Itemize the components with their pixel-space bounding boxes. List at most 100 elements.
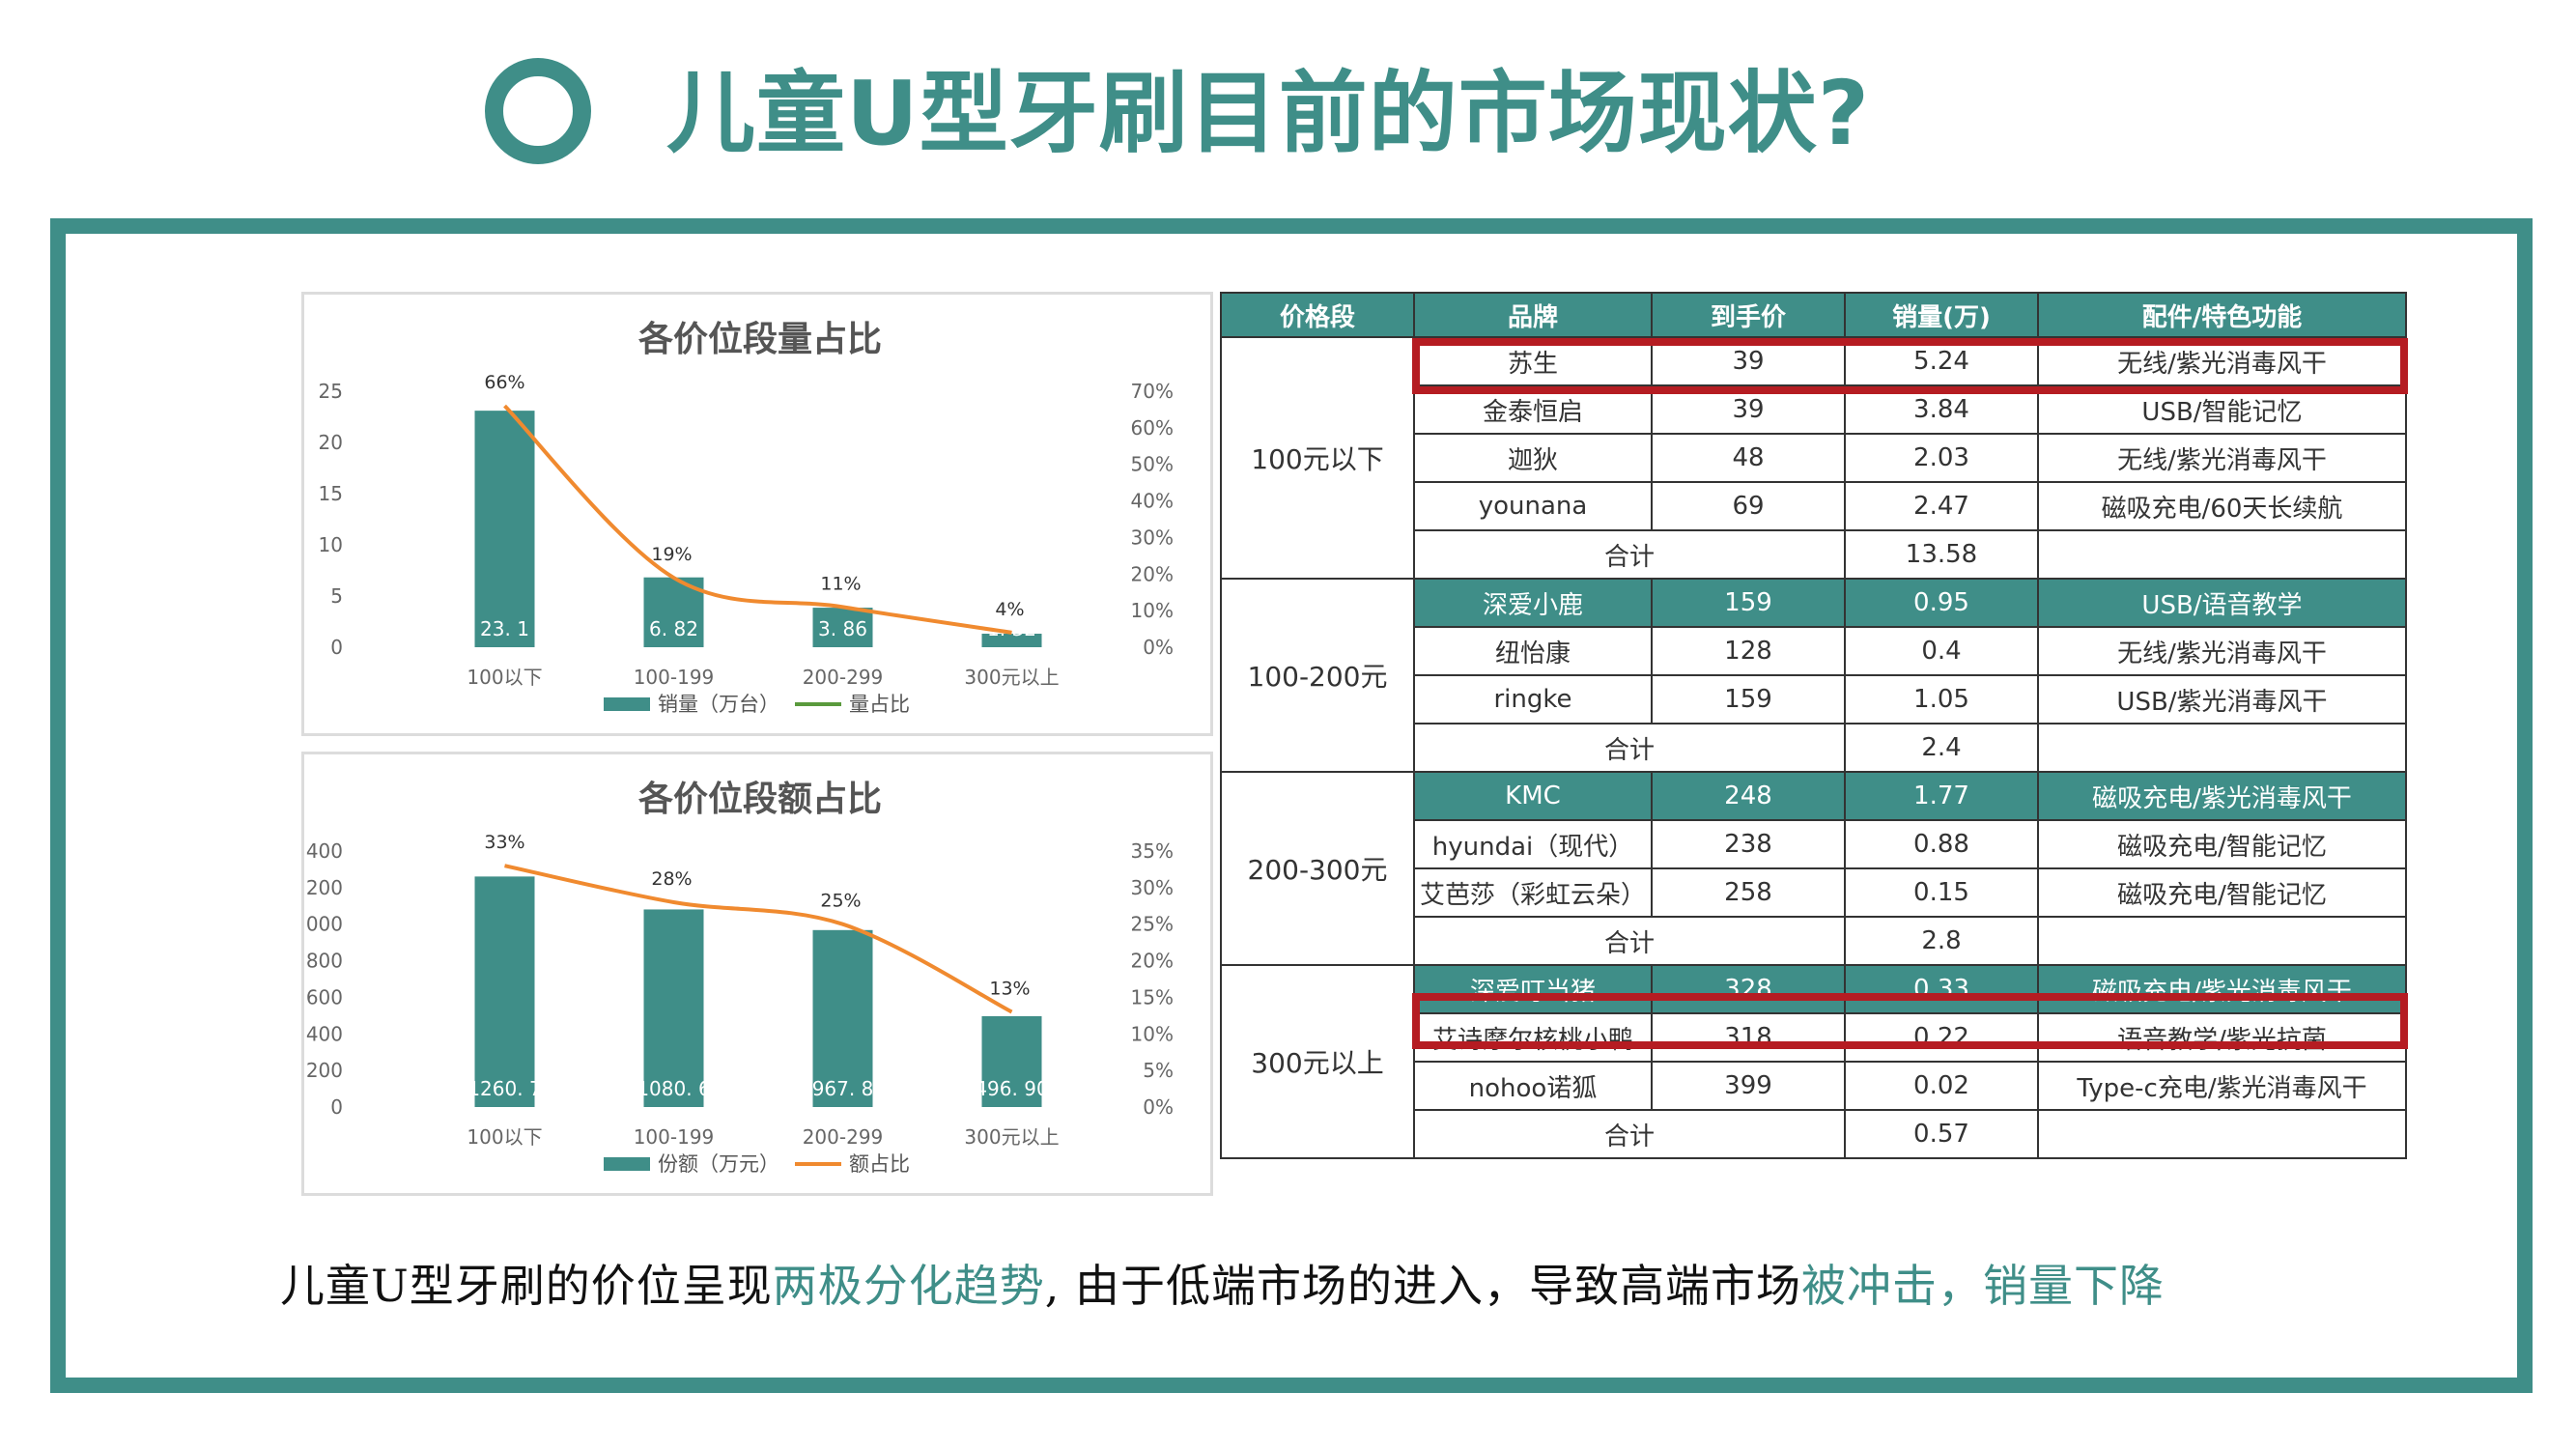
- price-cell: 328: [1651, 964, 1846, 1014]
- price-cell: 318: [1651, 1012, 1846, 1063]
- x-tick-label: 200-299: [803, 666, 884, 689]
- y2-tick-label: 25%: [1131, 913, 1174, 936]
- table-row: 迦狄 48 2.03 无线/紫光消毒风干: [1221, 433, 2407, 483]
- y-tick-label: 5: [330, 584, 343, 608]
- x-tick-label: 100-199: [634, 666, 715, 689]
- total-value-cell: 0.57: [1844, 1109, 2039, 1159]
- chart-title: 各价位段量占比: [638, 320, 882, 359]
- total-value-cell: 13.58: [1844, 529, 2039, 580]
- table-row: 艾芭莎（彩虹云朵） 258 0.15 磁吸充电/智能记忆: [1221, 867, 2407, 918]
- features-cell: USB/语音教学: [2037, 578, 2407, 628]
- brand-cell: ringke: [1413, 674, 1653, 724]
- price-cell: 159: [1651, 674, 1846, 724]
- total-empty-cell: [2037, 723, 2407, 773]
- price-cell: 128: [1651, 626, 1846, 676]
- legend-line-label: 额占比: [849, 1152, 910, 1176]
- bar: [812, 929, 873, 1107]
- bar-value-label: 496. 90: [975, 1077, 1048, 1100]
- table-row: 300元以上 深爱叮当猪 328 0.33 磁吸充电/紫光消毒风干: [1220, 964, 2407, 1159]
- y-tick-label: 25: [319, 380, 343, 403]
- brand-cell: KMC: [1413, 771, 1653, 821]
- y2-tick-label: 15%: [1131, 985, 1174, 1009]
- table-header-cell: 品牌: [1413, 292, 1653, 338]
- total-empty-cell: [2037, 916, 2407, 966]
- features-cell: 语音教学/紫光抗菌: [2037, 1012, 2407, 1063]
- y2-tick-label: 10%: [1131, 1022, 1174, 1045]
- price-segment-cell: 100-200元: [1220, 578, 1415, 773]
- y2-tick-label: 40%: [1131, 490, 1174, 513]
- highlight-box-bottom: [1412, 993, 2408, 1049]
- volume-share-chart: 各价位段量占比 0 5 10 15 20 25 0% 10% 20% 30% 40% 50% 60% 70%…: [301, 292, 1213, 736]
- sales-cell: 1.77: [1844, 771, 2039, 821]
- sales-cell: 0.22: [1844, 1012, 2039, 1063]
- price-cell: 258: [1651, 867, 1846, 918]
- y-tick-label: 15: [319, 482, 343, 505]
- features-cell: 无线/紫光消毒风干: [2037, 626, 2407, 676]
- price-cell: 248: [1651, 771, 1846, 821]
- y-tick-label: 400: [306, 1022, 343, 1045]
- table-row: nohoo诺狐 399 0.02 Type-c充电/紫光消毒风干: [1221, 1061, 2407, 1111]
- highlight-box-top: [1412, 338, 2408, 394]
- y2-tick-label: 0%: [1143, 636, 1174, 659]
- price-segment-cell: 300元以上: [1220, 964, 1415, 1159]
- table-header-cell: 价格段: [1220, 292, 1415, 338]
- bar-value-label: 3. 86: [818, 617, 867, 640]
- y-tick-label: 0: [330, 636, 343, 659]
- brand-cell: 艾芭莎（彩虹云朵）: [1413, 867, 1653, 918]
- table-header-row: 价格段 品牌 到手价 销量(万) 配件/特色功能: [1220, 292, 2407, 338]
- total-label-cell: 合计: [1413, 1109, 1846, 1159]
- sales-cell: 0.95: [1844, 578, 2039, 628]
- conclusion-highlight-1: 两极分化趋势: [772, 1260, 1045, 1312]
- features-cell: 磁吸充电/智能记忆: [2037, 819, 2407, 869]
- y-tick-label: 200: [306, 1059, 343, 1082]
- brand-cell: 艾诗摩尔核桃小鸭: [1413, 1012, 1653, 1063]
- bar-value-label: 1080. 6: [637, 1077, 710, 1100]
- x-tick-label: 300元以上: [964, 1125, 1059, 1149]
- features-cell: 磁吸充电/紫光消毒风干: [2037, 964, 2407, 1014]
- table-total-row: 合计 0.57: [1221, 1109, 2407, 1159]
- y2-tick-label: 70%: [1131, 380, 1174, 403]
- line-value-label: 11%: [820, 573, 861, 594]
- bar: [981, 634, 1042, 647]
- title-ring-icon: [485, 58, 591, 164]
- volume-share-chart-svg: 各价位段量占比 0 5 10 15 20 25 0% 10% 20% 30% 40% 50% 60% 70%…: [319, 320, 1174, 716]
- price-cell: 48: [1651, 433, 1846, 483]
- price-cell: 399: [1651, 1061, 1846, 1111]
- y2-tick-label: 60%: [1131, 416, 1174, 440]
- conclusion-part2: , 由于低端市场的进入，导致高端市场: [1044, 1260, 1802, 1312]
- line-value-label: 33%: [484, 832, 524, 853]
- total-label-cell: 合计: [1413, 723, 1846, 773]
- brand-cell: 迦狄: [1413, 433, 1653, 483]
- sales-cell: 0.88: [1844, 819, 2039, 869]
- bar-value-label: 6. 82: [649, 617, 698, 640]
- line-value-label: 19%: [651, 544, 692, 565]
- sales-cell: 0.4: [1844, 626, 2039, 676]
- bar: [812, 608, 873, 647]
- bar-value-label: 967. 8: [812, 1077, 874, 1100]
- bar-value-label: 23. 1: [480, 617, 529, 640]
- total-empty-cell: [2037, 1109, 2407, 1159]
- sales-cell: 0.33: [1844, 964, 2039, 1014]
- table-total-row: 合计 13.58: [1221, 529, 2407, 580]
- x-tick-label: 100以下: [467, 666, 542, 689]
- x-tick-label: 100以下: [467, 1125, 542, 1149]
- price-cell: 159: [1651, 578, 1846, 628]
- price-cell: 238: [1651, 819, 1846, 869]
- y-tick-label: 10: [319, 533, 343, 556]
- revenue-share-chart: 各价位段额占比 0 200 400 600 800 1000 1200 1400 0% 5% 10% 1…: [301, 752, 1213, 1196]
- legend-bar-swatch: [604, 697, 650, 711]
- bar: [474, 411, 535, 647]
- y-tick-label: 1000: [304, 913, 343, 936]
- y2-tick-label: 20%: [1131, 950, 1174, 973]
- brand-cell: 深爱叮当猪: [1413, 964, 1653, 1014]
- y-tick-label: 600: [306, 985, 343, 1009]
- table-header-cell: 配件/特色功能: [2037, 292, 2407, 338]
- bar: [643, 909, 704, 1107]
- features-cell: 磁吸充电/60天长续航: [2037, 481, 2407, 531]
- line-value-label: 25%: [820, 891, 861, 912]
- legend-bar-swatch: [604, 1157, 650, 1171]
- line-series: [503, 404, 1012, 635]
- x-tick-label: 300元以上: [964, 666, 1059, 689]
- y2-tick-label: 30%: [1131, 526, 1174, 549]
- y2-tick-label: 50%: [1131, 453, 1174, 476]
